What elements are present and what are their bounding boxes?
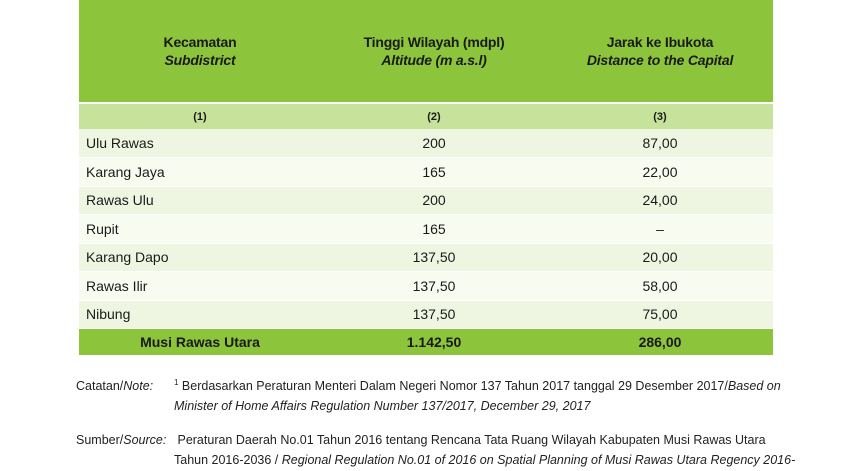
total-distance: 286,00 (547, 328, 773, 355)
subdistrict-cell: Rawas Ilir (79, 271, 321, 301)
distance-cell: – (547, 214, 773, 244)
column-number: (2) (321, 102, 547, 129)
table-total-row: Musi Rawas Utara 1.142,50 286,00 (79, 328, 773, 355)
altitude-cell: 137,50 (321, 271, 547, 301)
subdistrict-cell: Ulu Rawas (79, 129, 321, 158)
total-label: Musi Rawas Utara (79, 328, 321, 355)
table-row: Rawas Ilir 137,50 58,00 (79, 271, 773, 301)
header-subdistrict: Kecamatan Subdistrict (79, 0, 321, 103)
subdistrict-cell: Rupit (79, 214, 321, 244)
altitude-cell: 165 (321, 157, 547, 187)
statistics-table-container: Kecamatan Subdistrict Tinggi Wilayah (md… (79, 0, 773, 355)
statistics-table: Kecamatan Subdistrict Tinggi Wilayah (md… (79, 0, 773, 355)
note-text: 1 Berdasarkan Peraturan Menteri Dalam Ne… (174, 377, 781, 413)
subdistrict-cell: Karang Jaya (79, 157, 321, 187)
table-row: Rupit 165 – (79, 214, 773, 244)
altitude-cell: 137,50 (321, 243, 547, 272)
altitude-cell: 165 (321, 214, 547, 244)
subdistrict-cell: Karang Dapo (79, 243, 321, 272)
subdistrict-cell: Rawas Ulu (79, 186, 321, 215)
column-number-row: (1) (2) (3) (79, 102, 773, 129)
distance-cell: 22,00 (547, 157, 773, 187)
distance-cell: 58,00 (547, 271, 773, 301)
column-number: (3) (547, 102, 773, 129)
distance-cell: 75,00 (547, 300, 773, 329)
altitude-cell: 200 (321, 186, 547, 215)
source-block: Sumber/Source: Peraturan Daerah No.01 Ta… (76, 430, 796, 471)
altitude-cell: 137,50 (321, 300, 547, 329)
note-superscript: 1 (174, 377, 179, 387)
table-row: Ulu Rawas 200 87,00 (79, 129, 773, 158)
header-altitude: Tinggi Wilayah (mdpl) Altitude (m a.s.l) (321, 0, 547, 103)
table-row: Nibung 137,50 75,00 (79, 300, 773, 329)
distance-cell: 20,00 (547, 243, 773, 272)
source-text: Peraturan Daerah No.01 Tahun 2016 tentan… (174, 433, 796, 467)
footnotes: Catatan/Note: 1 Berdasarkan Peraturan Me… (76, 376, 796, 471)
table-row: Karang Jaya 165 22,00 (79, 157, 773, 187)
distance-cell: 87,00 (547, 129, 773, 158)
column-number: (1) (79, 102, 321, 129)
altitude-cell: 200 (321, 129, 547, 158)
table-header-row: Kecamatan Subdistrict Tinggi Wilayah (md… (79, 0, 773, 103)
total-altitude: 1.142,50 (321, 328, 547, 355)
source-label: Sumber/Source: (76, 433, 167, 447)
distance-cell: 24,00 (547, 186, 773, 215)
table-row: Karang Dapo 137,50 20,00 (79, 243, 773, 272)
subdistrict-cell: Nibung (79, 300, 321, 329)
note-label: Catatan/Note: (76, 379, 154, 393)
header-distance: Jarak ke Ibukota Distance to the Capital (547, 0, 773, 103)
note-block: Catatan/Note: 1 Berdasarkan Peraturan Me… (76, 376, 796, 416)
table-row: Rawas Ulu 200 24,00 (79, 186, 773, 215)
